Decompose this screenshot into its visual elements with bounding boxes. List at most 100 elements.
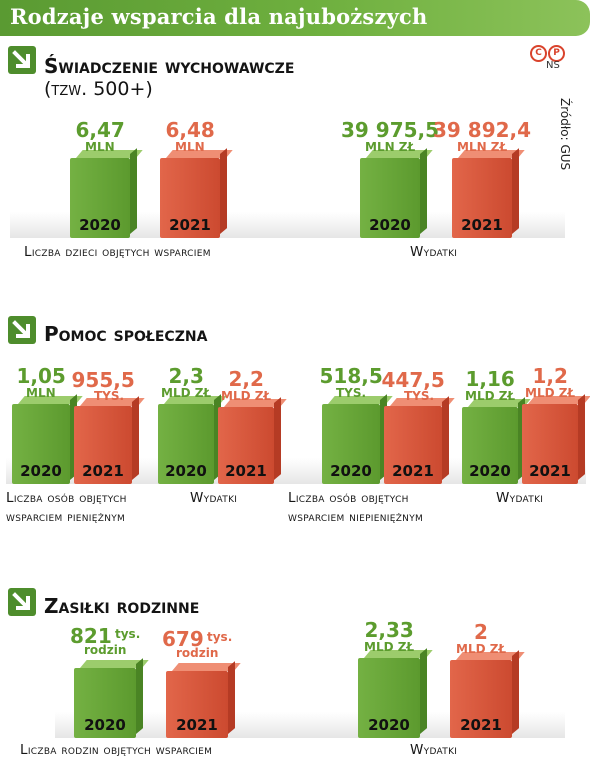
arrow-down-right-icon xyxy=(8,46,36,74)
bar-2021: 2021 xyxy=(450,650,525,738)
value-label: 2,2 xyxy=(228,367,264,391)
unit-label: MLD ZŁ xyxy=(456,642,507,656)
value-label: 39 892,4 xyxy=(433,118,532,142)
year-label: 2020 xyxy=(469,462,511,480)
bar-2021: 2021 xyxy=(74,396,145,484)
bar-2021: 2021 xyxy=(522,394,590,484)
chart-caption: Liczba osób objętych xyxy=(288,490,409,506)
unit-label: MLN xyxy=(175,140,205,154)
chart-caption: wsparciem pieniężnym xyxy=(6,509,126,525)
unit-label: TYS. xyxy=(404,389,435,403)
value-label: 1,2 xyxy=(532,364,568,388)
bar-side-face xyxy=(420,648,427,734)
value-label: 2,3 xyxy=(168,364,204,388)
chart-caption: Wydatki xyxy=(190,490,238,506)
section-title-pomoc-spoleczna: Pomoc społeczna xyxy=(44,322,208,346)
bar-side-face xyxy=(132,396,139,480)
unit-label: MLN xyxy=(85,140,115,154)
bar-2020: 2020 xyxy=(12,394,83,484)
year-label: 2021 xyxy=(169,216,211,234)
bar-2021: 2021 xyxy=(166,661,241,738)
bar-2020: 2020 xyxy=(462,397,531,484)
bar-side-face xyxy=(578,394,585,480)
logo-letter-c: C xyxy=(530,45,547,62)
bar-2021: 2021 xyxy=(160,148,233,238)
unit-label: rodzin xyxy=(84,643,127,657)
page-title: Rodzaje wsparcia dla najuboższych xyxy=(10,4,428,29)
bar-side-face xyxy=(220,148,227,234)
logo-sub: NS xyxy=(546,60,560,71)
bar-side-face xyxy=(228,661,235,734)
unit-label: TYS. xyxy=(336,386,367,400)
unit-label: MLD ZŁ xyxy=(161,386,212,400)
year-label: 2020 xyxy=(369,216,411,234)
year-label: 2021 xyxy=(461,216,503,234)
unit-label: MLN xyxy=(26,386,56,400)
year-label: 2021 xyxy=(225,462,267,480)
year-label: 2021 xyxy=(529,462,571,480)
value-label: 518,5 xyxy=(319,364,383,388)
unit-label: MLN ZŁ xyxy=(365,140,416,154)
unit-label: rodzin xyxy=(176,646,219,660)
arrow-down-right-icon xyxy=(8,588,36,616)
bar-2020: 2020 xyxy=(360,148,433,238)
value-label: 955,5 xyxy=(71,368,135,392)
unit-label: MLD ZŁ xyxy=(465,389,516,403)
year-label: 2021 xyxy=(176,716,218,734)
bar-side-face xyxy=(420,148,427,234)
value-label: 6,48 xyxy=(165,118,215,142)
section-title-zasilki-rodzinne: Zasiłki rodzinne xyxy=(44,594,200,618)
chart-caption: Wydatki xyxy=(410,244,458,260)
arrow-down-right-icon xyxy=(8,316,36,344)
value-label: 821 xyxy=(70,624,112,648)
year-label: 2021 xyxy=(82,462,124,480)
bar-side-face xyxy=(136,658,143,734)
value-label: 447,5 xyxy=(381,368,445,392)
value-label: 1,16 xyxy=(465,367,515,391)
value-label: 679 xyxy=(162,627,204,651)
chart-caption: Liczba osób objętych xyxy=(6,490,127,506)
year-label: 2020 xyxy=(79,216,121,234)
bar-2020: 2020 xyxy=(322,394,393,484)
header-banner: Rodzaje wsparcia dla najuboższych xyxy=(0,0,590,36)
year-label: 2021 xyxy=(460,716,502,734)
year-label: 2021 xyxy=(392,462,434,480)
unit-label: MLD ZŁ xyxy=(221,389,272,403)
bar-side-face xyxy=(130,148,137,234)
chart-caption: wsparciem niepieniężnym xyxy=(288,509,424,525)
source-label: Źródło: GUS xyxy=(558,98,572,171)
bar-side-face xyxy=(274,397,281,480)
section-subtitle-500plus: (tzw. 500+) xyxy=(44,78,153,100)
unit-label: tys. xyxy=(115,627,141,641)
value-label: 2,33 xyxy=(364,618,414,642)
bar-side-face xyxy=(512,650,519,734)
year-label: 2020 xyxy=(368,716,410,734)
year-label: 2020 xyxy=(165,462,207,480)
unit-label: tys. xyxy=(207,630,233,644)
section-title-500plus: Świadczenie wychowawcze xyxy=(44,54,295,78)
unit-label: TYS. xyxy=(94,389,125,403)
unit-label: MLD ZŁ xyxy=(525,386,576,400)
bar-2021: 2021 xyxy=(218,397,287,484)
year-label: 2020 xyxy=(20,462,62,480)
bar-2020: 2020 xyxy=(158,394,227,484)
chart-caption: Liczba dzieci objętych wsparciem xyxy=(24,244,211,260)
chart-caption: Wydatki xyxy=(496,490,544,506)
bar-side-face xyxy=(442,396,449,480)
year-label: 2020 xyxy=(330,462,372,480)
logo-letter-p: P xyxy=(548,45,565,62)
bar-2020: 2020 xyxy=(358,648,433,738)
chart-caption: Liczba rodzin objętych wsparciem xyxy=(20,742,213,758)
unit-label: MLN ZŁ xyxy=(457,140,508,154)
unit-label: MLD ZŁ xyxy=(364,640,415,654)
chart-caption: Wydatki xyxy=(410,742,458,758)
bar-side-face xyxy=(512,148,519,234)
bar-2021: 2021 xyxy=(452,148,525,238)
year-label: 2020 xyxy=(84,716,126,734)
bar-2021: 2021 xyxy=(384,396,455,484)
bar-2020: 2020 xyxy=(74,658,149,738)
value-label: 6,47 xyxy=(75,118,125,142)
value-label: 2 xyxy=(474,620,488,644)
bar-2020: 2020 xyxy=(70,148,143,238)
